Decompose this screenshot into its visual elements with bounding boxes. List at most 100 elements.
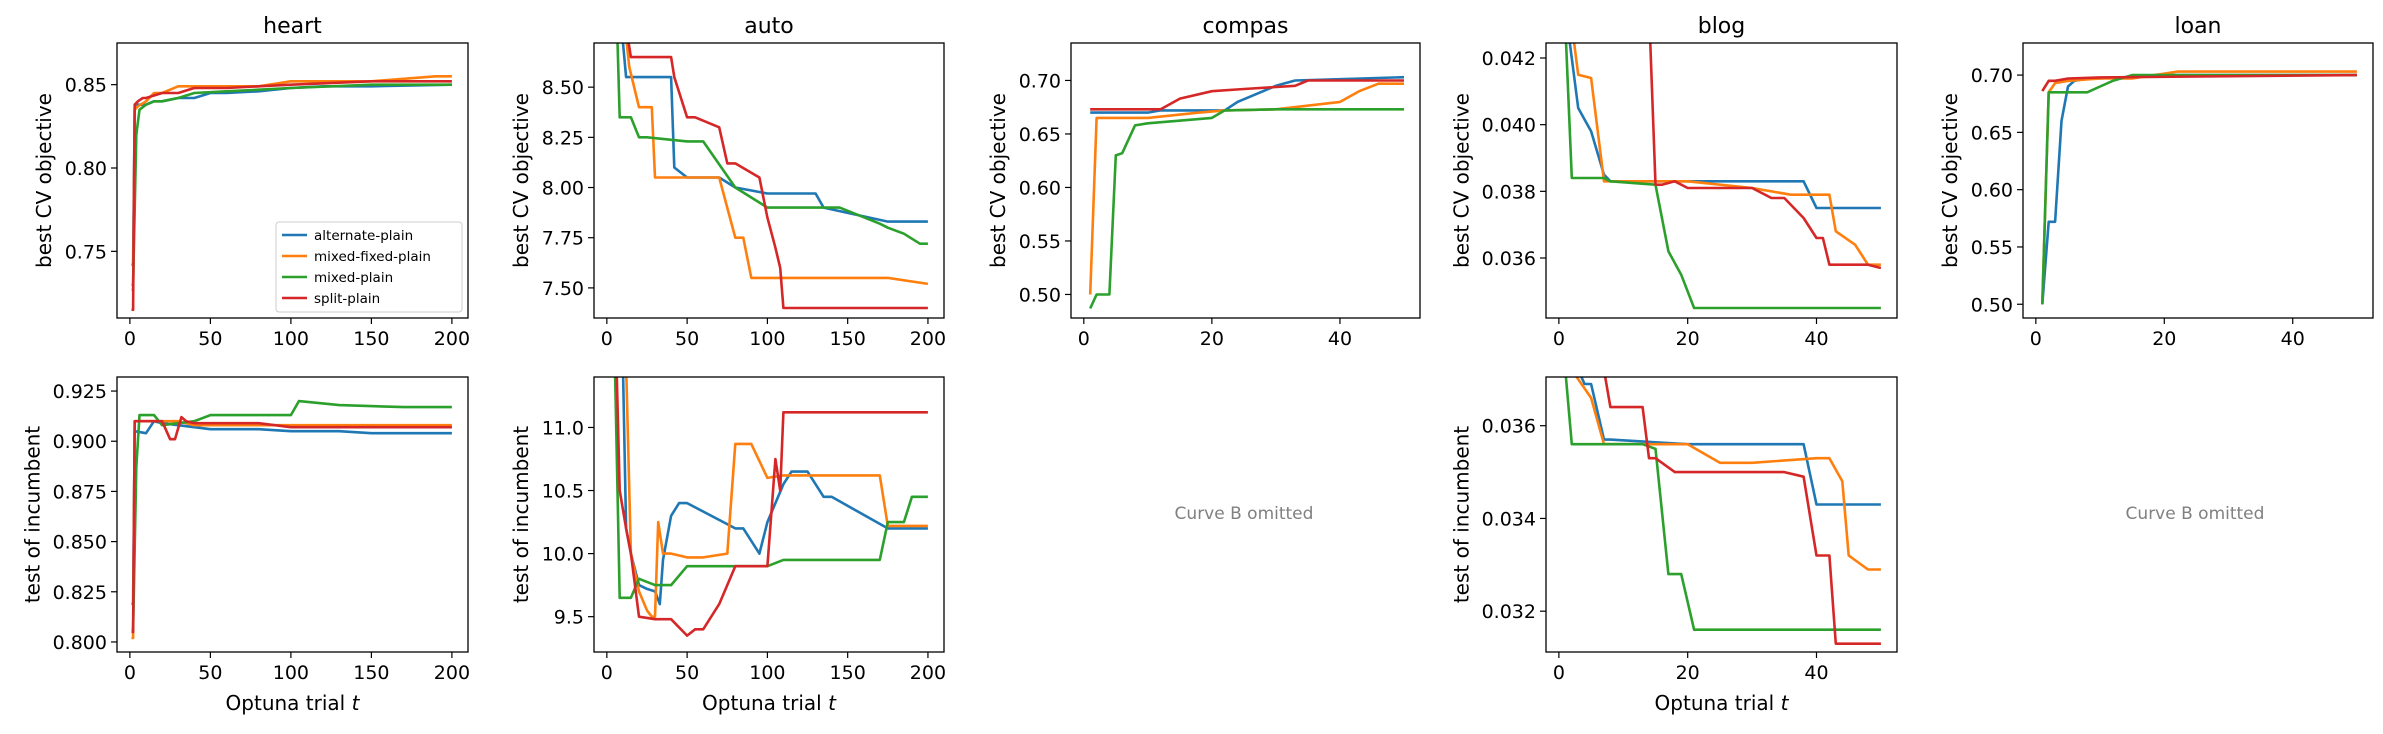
x-tick-label: 0 <box>1078 328 1090 350</box>
y-tick-label: 9.5 <box>554 607 584 629</box>
legend-label-split-plain: split-plain <box>314 291 380 307</box>
x-tick-label: 0 <box>1553 662 1565 684</box>
x-tick-label: 150 <box>830 328 866 350</box>
x-tick-label: 0 <box>601 328 613 350</box>
y-axis-label: best CV objective <box>509 93 533 268</box>
y-tick-label: 8.25 <box>542 127 584 149</box>
x-tick-label: 20 <box>1200 328 1224 350</box>
legend: alternate-plain mixed-fixed-plain mixed-pl… <box>275 221 463 313</box>
x-tick-label: 40 <box>2281 328 2305 350</box>
series-line-split-plain <box>1648 43 1882 270</box>
x-tick-label: 20 <box>1676 662 1700 684</box>
y-tick-label: 0.80 <box>65 158 107 180</box>
y-tick-label: 0.925 <box>53 381 107 403</box>
legend-label-alternate-plain: alternate-plain <box>314 228 413 244</box>
x-tick-label: 0 <box>2030 328 2042 350</box>
y-tick-label: 0.60 <box>1971 180 2013 202</box>
x-axis-label: Optuna trial t <box>1655 691 1790 715</box>
series-group <box>616 43 929 310</box>
panel-title: compas <box>1203 14 1289 39</box>
y-tick-label: 0.65 <box>1019 124 1061 146</box>
y-tick-label: 0.036 <box>1482 248 1536 270</box>
panel-heart-bottom: 0 50 100 150 200 0.800 0.825 0.850 0.875 0.900 0.9… <box>21 376 470 715</box>
y-tick-label: 8.00 <box>542 178 584 200</box>
y-tick-label: 0.60 <box>1019 177 1061 199</box>
series-line-mixed-plain <box>613 377 928 600</box>
series-line-mixed-plain <box>131 83 452 287</box>
x-tick-label: 100 <box>749 662 785 684</box>
x-tick-label: 40 <box>1804 662 1828 684</box>
legend-box <box>275 221 463 313</box>
y-tick-label: 0.50 <box>1019 284 1061 306</box>
y-tick-label: 0.65 <box>1971 122 2013 144</box>
y-axis-label: test of incumbent <box>21 426 45 603</box>
panel-title: loan <box>2175 14 2222 39</box>
y-axis-label: best CV objective <box>1938 93 1962 268</box>
x-tick-label: 0 <box>124 328 136 350</box>
x-tick-label: 0 <box>1553 328 1565 350</box>
x-axis-label: Optuna trial t <box>226 691 361 715</box>
series-group <box>1564 43 1882 310</box>
series-line-mixed-plain <box>1089 108 1404 309</box>
x-tick-label: 0 <box>601 662 613 684</box>
y-tick-label: 0.875 <box>53 481 107 503</box>
series-line-split-plain <box>627 43 928 310</box>
x-tick-label: 40 <box>1804 328 1828 350</box>
series-line-mixed-plain <box>1564 377 1881 632</box>
y-axis-label: best CV objective <box>986 93 1010 268</box>
y-tick-label: 7.75 <box>542 228 584 250</box>
series-group <box>131 75 452 312</box>
x-tick-label: 50 <box>675 662 699 684</box>
plot-frame <box>1070 42 1421 319</box>
x-tick-label: 100 <box>749 328 785 350</box>
x-tick-label: 100 <box>273 328 309 350</box>
y-tick-label: 0.032 <box>1482 601 1536 623</box>
panel-auto-top: 0 50 100 150 200 7.50 7.75 8.00 8.25 8.50 auto best… <box>509 14 946 350</box>
plot-frame <box>593 376 945 653</box>
plot-frame <box>593 42 945 319</box>
plot-frame <box>1545 376 1898 653</box>
plot-frame <box>116 42 469 319</box>
y-tick-label: 0.036 <box>1482 416 1536 438</box>
y-tick-label: 0.70 <box>1019 70 1061 92</box>
series-line-mixed-fixed-plain <box>625 43 929 286</box>
panel-blog-top: 0 20 40 0.036 0.038 0.040 0.042 blog best CV obj… <box>1450 14 1898 350</box>
series-group <box>1088 75 1405 309</box>
panel-title: heart <box>263 14 322 39</box>
y-axis-label: test of incumbent <box>1450 426 1474 603</box>
panel-compas-top: 0 20 40 0.50 0.55 0.60 0.65 0.70 compas best CV o… <box>986 14 1421 350</box>
y-tick-label: 0.034 <box>1482 508 1536 530</box>
y-tick-label: 7.50 <box>542 278 584 300</box>
series-group <box>613 377 928 637</box>
x-tick-label: 50 <box>198 662 222 684</box>
y-tick-label: 0.040 <box>1482 115 1536 137</box>
series-line-split-plain <box>2041 73 2357 92</box>
legend-label-mixed-fixed-plain: mixed-fixed-plain <box>314 249 431 265</box>
series-line-mixed-fixed-plain <box>1575 377 1881 571</box>
series-line-split-plain <box>1603 377 1881 646</box>
y-tick-label: 0.55 <box>1019 231 1061 253</box>
y-tick-label: 0.50 <box>1971 294 2013 316</box>
legend-label-mixed-plain: mixed-plain <box>314 270 393 286</box>
x-tick-label: 100 <box>273 662 309 684</box>
y-tick-label: 0.825 <box>53 582 107 604</box>
series-line-split-plain <box>131 415 452 634</box>
y-tick-label: 10.0 <box>542 544 584 566</box>
series-line-mixed-fixed-plain <box>1572 43 1881 267</box>
y-tick-label: 8.50 <box>542 77 584 99</box>
y-axis-label: best CV objective <box>32 93 56 268</box>
x-tick-label: 200 <box>434 662 470 684</box>
series-line-split-plain <box>131 80 452 312</box>
x-tick-label: 50 <box>198 328 222 350</box>
x-tick-label: 0 <box>124 662 136 684</box>
y-tick-label: 0.850 <box>53 532 107 554</box>
x-tick-label: 40 <box>1328 328 1352 350</box>
x-tick-label: 20 <box>1676 328 1700 350</box>
x-tick-label: 20 <box>2152 328 2176 350</box>
series-line-mixed-plain <box>1564 43 1881 310</box>
y-tick-label: 0.800 <box>53 632 107 654</box>
series-line-mixed-fixed-plain <box>131 75 452 292</box>
x-tick-label: 50 <box>675 328 699 350</box>
panel-heart-top: 0 50 100 150 200 0.75 0.80 0.85 heart best CV obj… <box>32 14 470 350</box>
